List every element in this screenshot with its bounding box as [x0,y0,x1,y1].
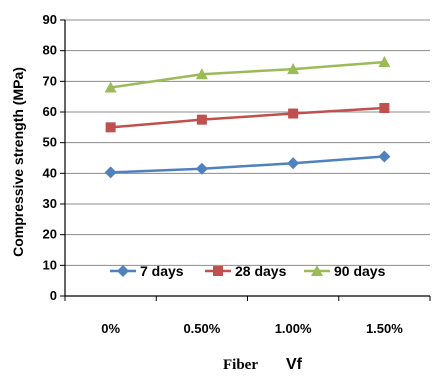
y-tick-label: 60 [43,104,57,119]
x-tick-label: 1.50% [366,321,403,336]
legend: 7 days 28 days 90 days [110,263,386,279]
data-point [195,162,208,175]
y-tick-label: 30 [43,196,57,211]
data-point [378,56,391,68]
y-tick-label: 50 [43,135,57,150]
x-axis-label-fiber: Fiber [223,357,258,373]
x-tick-label: 0.50% [183,321,220,336]
y-tick-label: 90 [43,12,57,27]
series-line-2 [110,60,385,89]
y-tick-label: 80 [43,43,57,58]
legend-marker [311,265,323,276]
data-point [287,63,300,75]
y-tick-labels: 0 10 20 30 40 50 60 70 80 90 [43,12,57,303]
x-axis-label-vf: Vf [286,356,303,373]
legend-label: 7 days [140,263,184,279]
data-point [378,150,391,163]
y-axis-label: Compressive strength (MPa) [10,67,26,257]
x-tick-labels: 0% 0.50% 1.00% 1.50% [101,321,403,336]
data-point [104,166,117,179]
y-tick-label: 10 [43,257,57,272]
series-lines [110,60,385,174]
gridlines [65,19,430,266]
series-markers [104,56,391,179]
data-point [379,103,390,114]
x-tick-label: 1.00% [275,321,312,336]
data-point [196,114,207,125]
data-point [287,157,300,170]
y-tick-label: 40 [43,165,57,180]
legend-label: 28 days [235,263,287,279]
y-tick-label: 20 [43,227,57,242]
data-point [195,68,208,80]
series-line-0 [110,155,385,174]
axes [60,19,431,301]
y-tick-label: 70 [43,73,57,88]
x-tick-label: 0% [101,321,120,336]
series-line-1 [110,106,385,129]
legend-label: 90 days [334,263,386,279]
legend-marker [213,266,223,276]
data-point [104,81,117,93]
data-point [105,122,116,133]
legend-marker [117,265,129,277]
data-point [288,108,299,119]
y-tick-label: 0 [50,288,57,303]
